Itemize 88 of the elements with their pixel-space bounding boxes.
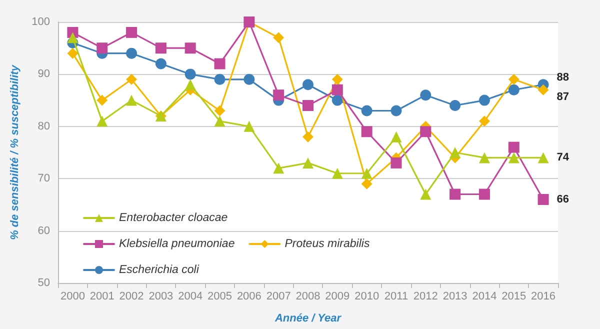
point [184,79,196,90]
point [390,131,402,142]
point [126,74,138,85]
point [450,188,461,200]
point [67,32,78,44]
point [361,178,372,190]
point [420,90,432,101]
data-label: 66 [556,193,570,206]
x-tick-label: 2016 [531,290,556,302]
point [332,168,343,179]
point [214,74,226,85]
point [508,142,520,153]
point [361,126,372,138]
point [538,194,549,205]
point [390,157,402,168]
point [508,84,520,96]
y-axis-title: % de sensibilité / % susceptibility [9,64,22,240]
point [361,168,372,179]
point [332,84,343,96]
x-tick-label: 2002 [119,290,144,302]
point [450,100,461,112]
legend-label: Proteus mirabilis [284,238,370,250]
point [96,116,108,127]
point [96,94,108,106]
point [538,152,549,164]
y-tick-label: 100 [32,16,50,28]
point [214,58,226,70]
y-tick-label: 90 [38,68,50,80]
point [508,152,520,164]
point [214,105,226,116]
point [478,116,490,127]
data-label: 74 [556,152,570,164]
x-tick-label: 2004 [178,290,203,302]
point [390,105,402,116]
point [478,94,490,106]
point [273,162,284,174]
legend-label: Escherichia coli [119,264,200,276]
y-tick-label: 80 [38,120,50,132]
legend-label: Enterobacter cloacae [119,212,228,224]
point [155,58,166,70]
point [126,94,138,106]
x-tick-label: 2006 [236,290,262,302]
x-tick-label: 2015 [502,290,526,302]
point [273,32,284,44]
point [450,147,461,158]
point [420,188,432,200]
point [126,48,138,59]
x-tick-label: 2009 [325,290,350,302]
point [332,94,343,106]
point [478,152,490,164]
point [184,42,196,54]
x-tick-label: 2005 [208,290,232,302]
point [155,42,166,54]
x-axis-title: Année / Year [274,312,342,324]
x-tick-label: 2001 [90,290,114,302]
point [302,100,314,112]
y-tick-label: 60 [38,224,50,237]
point [214,116,226,127]
point [302,157,314,168]
point [273,90,284,101]
y-tick-label: 50 [38,277,50,289]
point [508,74,520,85]
point [184,68,196,80]
x-tick-label: 2012 [413,290,438,302]
x-tick-label: 2010 [354,290,380,302]
point [302,79,314,90]
point [96,42,108,54]
point [420,126,432,138]
x-tick-label: 2011 [384,290,408,302]
point [302,131,314,142]
point [538,84,549,96]
point [244,74,255,85]
x-tick-label: 2000 [60,290,85,302]
y-tick-label: 70 [38,172,50,185]
data-label: 88 [556,72,570,84]
x-tick-label: 2013 [442,290,468,302]
x-tick-label: 2014 [472,290,497,302]
point [126,26,138,38]
x-tick-label: 2003 [148,290,174,302]
point [67,48,78,59]
point [244,120,255,132]
point [361,105,372,116]
point [332,74,343,85]
legend-label: Klebsiella pneumoniae [119,238,235,250]
x-tick-label: 2008 [296,290,320,302]
data-label: 87 [556,90,570,103]
point [478,188,490,200]
x-tick-label: 2007 [266,290,291,302]
